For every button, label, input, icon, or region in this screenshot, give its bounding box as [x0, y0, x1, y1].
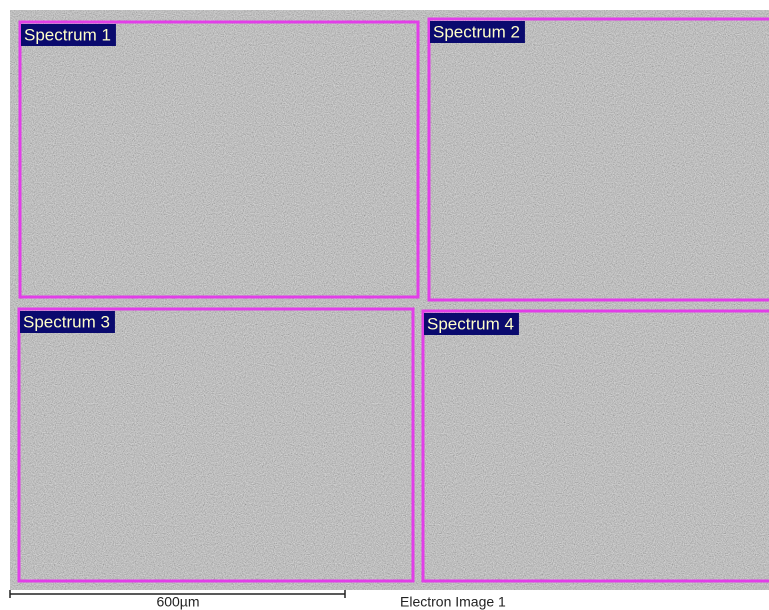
- region-label: Spectrum 4: [427, 314, 514, 333]
- region-label: Spectrum 1: [24, 25, 111, 44]
- image-caption: Electron Image 1: [400, 594, 506, 610]
- region-label: Spectrum 3: [23, 312, 110, 331]
- region-label: Spectrum 2: [433, 22, 520, 41]
- sem-view: Spectrum 1 Spectrum 2 Spectrum 3 Spectrum 4…: [0, 0, 769, 610]
- scale-bar-label: 600µm: [156, 594, 199, 610]
